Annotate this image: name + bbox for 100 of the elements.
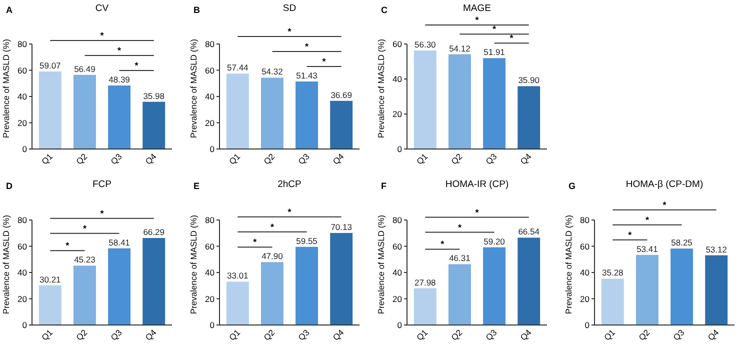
x-tick-label: Q3: [108, 327, 124, 342]
x-tick-label: Q4: [143, 151, 158, 166]
data-label: 53.41: [636, 244, 658, 254]
bar: [108, 248, 131, 325]
text: *: [100, 30, 104, 40]
x-tick-label: Q2: [262, 151, 277, 166]
data-label: 33.01: [227, 270, 249, 281]
y-tick-label: 60: [392, 241, 402, 252]
bar: [296, 246, 318, 325]
x-tick-label: Q2: [449, 327, 464, 342]
text: D: [6, 181, 13, 191]
y-tick-label: 0: [397, 144, 402, 154]
y-tick-label: 40: [392, 268, 402, 278]
data-label: 27.98: [414, 277, 436, 288]
y-tick-label: 60: [580, 241, 590, 252]
y-axis-title: Prevalence of MASLD (%): [564, 214, 574, 314]
bar: [108, 85, 131, 149]
bar: [330, 232, 353, 325]
bar: [73, 266, 96, 325]
text: B: [194, 5, 200, 15]
bar: [518, 238, 540, 325]
chart-title: 2hCP: [278, 179, 302, 190]
y-tick-label: 80: [18, 39, 28, 49]
bar: [142, 102, 166, 149]
y-axis-title: Prevalence of MASLD (%): [188, 38, 198, 138]
y-tick-label: 80: [18, 215, 28, 225]
text: E: [194, 181, 200, 191]
data-label: 59.20: [484, 236, 506, 246]
text: G: [568, 181, 576, 191]
data-label: 35.28: [602, 268, 624, 278]
text: F: [381, 181, 387, 191]
y-tick-label: 80: [205, 215, 215, 225]
x-tick-label: Q1: [39, 151, 55, 166]
text: *: [475, 207, 480, 218]
data-label: 70.13: [330, 222, 352, 232]
y-tick-label: 20: [205, 294, 215, 304]
x-tick-label: Q2: [74, 327, 90, 342]
bar: [448, 264, 471, 325]
data-label: 51.91: [484, 47, 506, 58]
x-tick-label: Q3: [671, 327, 686, 342]
bar: [260, 78, 284, 149]
data-label: 56.49: [74, 64, 96, 74]
text: *: [288, 26, 292, 36]
y-tick-label: 80: [205, 39, 215, 49]
y-tick-label: 0: [584, 320, 590, 330]
x-tick-label: Q1: [414, 327, 430, 342]
y-tick-label: 60: [18, 241, 28, 252]
x-tick-label: Q4: [706, 327, 721, 342]
text: *: [475, 15, 480, 25]
x-tick-label: Q1: [226, 327, 242, 342]
data-label: 66.29: [143, 226, 165, 237]
x-tick-label: Q3: [296, 327, 312, 342]
x-tick-label: Q4: [143, 327, 158, 342]
data-label: 30.21: [40, 274, 62, 284]
annotation: *: [66, 240, 70, 251]
bar: [73, 74, 96, 149]
annotation: *: [134, 60, 139, 70]
y-tick-label: 60: [205, 241, 215, 252]
data-label: 46.31: [449, 253, 471, 264]
y-tick-label: 0: [397, 320, 402, 330]
data-label: 58.41: [108, 237, 130, 248]
chart-title: CV: [95, 3, 110, 14]
data-label: 58.25: [671, 238, 693, 248]
data-label: 35.98: [143, 90, 165, 101]
data-label: 54.32: [262, 66, 284, 77]
y-tick-label: 40: [205, 268, 215, 278]
x-tick-label: Q3: [108, 151, 124, 166]
bar: [226, 282, 249, 325]
data-label: 45.23: [74, 254, 96, 265]
annotation: *: [270, 222, 274, 232]
bar: [483, 247, 506, 325]
bar: [38, 71, 62, 149]
y-tick-label: 40: [392, 74, 402, 84]
y-tick-label: 20: [18, 294, 28, 304]
x-tick-label: Q3: [484, 327, 499, 342]
y-tick-label: 60: [392, 39, 402, 49]
bar: [414, 50, 436, 149]
data-label: 53.12: [706, 244, 728, 254]
y-tick-label: 40: [580, 268, 590, 278]
y-axis-title: Prevalence of MASLD (%): [1, 38, 11, 138]
annotation: *: [118, 45, 122, 56]
bar: [260, 262, 284, 325]
chart-title: HOMA-β (CP-DM): [626, 179, 704, 190]
bar: [448, 54, 471, 149]
text: C: [381, 5, 388, 15]
x-tick-label: Q4: [518, 327, 534, 342]
y-axis-title: Prevalence of MASLD (%): [376, 214, 386, 314]
chart-title: FCP: [92, 179, 112, 190]
bar: [636, 254, 658, 325]
bar: [38, 285, 62, 325]
y-tick-label: 40: [18, 92, 28, 102]
data-label: 36.69: [330, 90, 352, 100]
text: *: [510, 33, 514, 44]
y-axis-title: Prevalence of MASLD (%): [188, 214, 198, 314]
data-label: 59.07: [40, 60, 62, 70]
data-label: 56.30: [414, 39, 436, 50]
y-tick-label: 0: [22, 144, 28, 154]
data-label: 57.44: [227, 62, 249, 73]
data-label: 35.90: [518, 75, 540, 86]
x-tick-label: Q1: [602, 327, 618, 342]
